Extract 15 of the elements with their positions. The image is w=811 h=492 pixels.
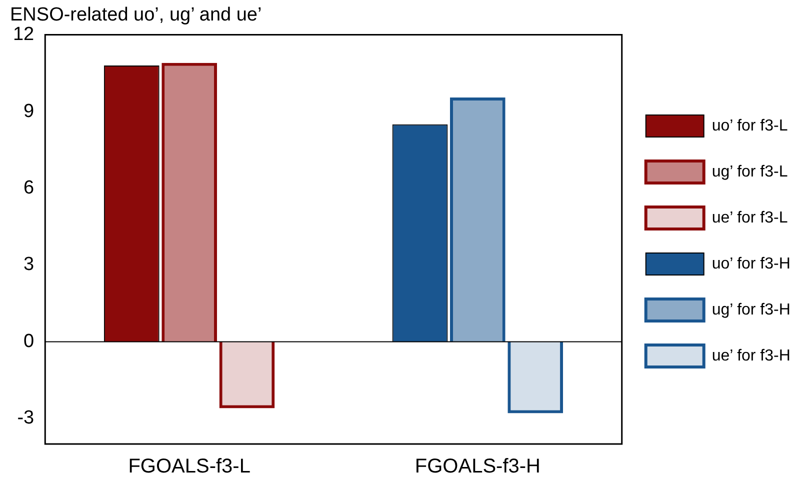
legend-label: uo’ for f3-L [712,117,788,134]
y-tick-label: 12 [12,24,34,46]
legend-label: uo’ for f3-H [712,255,790,272]
legend-label: ue’ for f3-H [712,347,790,364]
legend-label: ug’ for f3-L [712,163,788,180]
legend-label: ue’ for f3-L [712,209,788,226]
y-tick-label: -3 [17,408,34,429]
legend-label: ug’ for f3-H [712,301,790,318]
y-tick-label: 0 [24,330,34,352]
chart-title: ENSO-related uo’, ug’ and ue’ [10,4,262,26]
y-tick-label: 9 [24,100,34,122]
y-tick-label: 3 [24,254,34,276]
x-tick-label: FGOALS-f3-H [414,456,540,478]
y-tick-label: 6 [24,177,34,198]
x-tick-label: FGOALS-f3-L [128,456,250,478]
